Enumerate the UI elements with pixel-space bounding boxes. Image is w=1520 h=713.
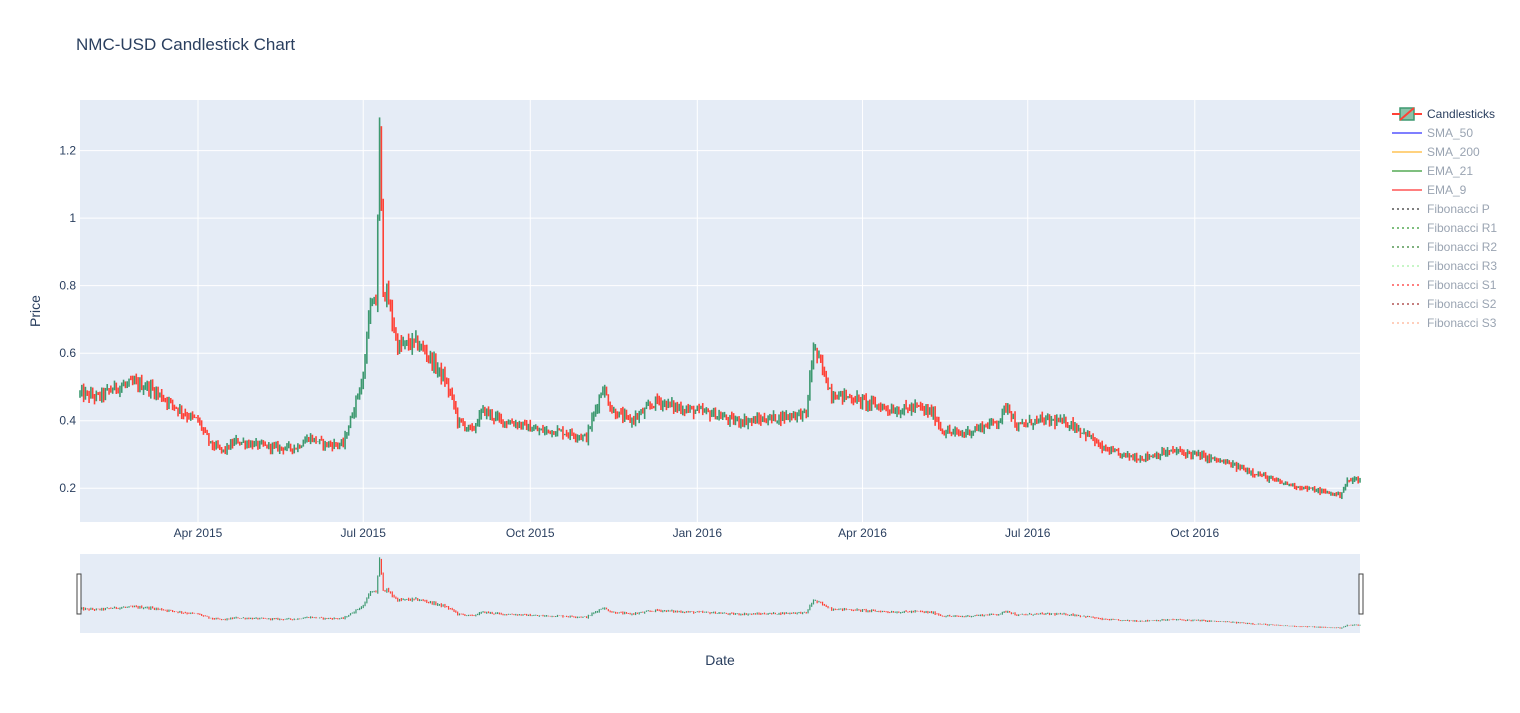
y-tick-label: 0.4: [59, 414, 76, 428]
range-slider-right-handle[interactable]: [1358, 573, 1364, 615]
legend-item[interactable]: SMA_200: [1392, 145, 1480, 159]
y-tick-label: 1: [69, 211, 76, 225]
x-tick-label: Oct 2016: [1170, 526, 1219, 540]
legend-item[interactable]: Fibonacci P: [1392, 202, 1490, 216]
x-tick-label: Apr 2016: [838, 526, 887, 540]
legend-item[interactable]: Fibonacci R2: [1392, 240, 1497, 254]
y-axis-ticks: 0.2 0.4 0.6 0.8 1 1.2: [59, 144, 76, 496]
legend-item[interactable]: Fibonacci S1: [1392, 278, 1497, 292]
x-tick-label: Jul 2015: [341, 526, 387, 540]
legend-label: Fibonacci S3: [1427, 316, 1497, 330]
legend-label: EMA_21: [1427, 164, 1473, 178]
legend-label: EMA_9: [1427, 183, 1467, 197]
plot-area[interactable]: [80, 100, 1360, 522]
legend-item[interactable]: EMA_21: [1392, 164, 1473, 178]
candlestick-series[interactable]: [79, 117, 1361, 500]
legend-item[interactable]: SMA_50: [1392, 126, 1473, 140]
legend-label: Fibonacci S2: [1427, 297, 1497, 311]
x-axis-ticks: Apr 2015 Jul 2015 Oct 2015 Jan 2016 Apr 2016…: [174, 526, 1220, 540]
y-tick-label: 1.2: [59, 144, 76, 158]
legend-item[interactable]: Fibonacci R1: [1392, 221, 1497, 235]
legend-item[interactable]: Fibonacci S2: [1392, 297, 1497, 311]
range-slider-left-handle[interactable]: [76, 573, 82, 615]
legend-item[interactable]: Fibonacci R3: [1392, 259, 1497, 273]
y-tick-label: 0.2: [59, 481, 76, 495]
legend-label: Fibonacci S1: [1427, 278, 1497, 292]
legend-item[interactable]: Fibonacci S3: [1392, 316, 1497, 330]
legend-label: Fibonacci P: [1427, 202, 1490, 216]
legend-label: Candlesticks: [1427, 107, 1495, 121]
legend: Candlesticks SMA_50 SMA_200 EMA_21 EMA_9 Fibo…: [1392, 107, 1497, 330]
legend-item[interactable]: EMA_9: [1392, 183, 1467, 197]
legend-label: Fibonacci R2: [1427, 240, 1497, 254]
legend-item[interactable]: Candlesticks: [1392, 107, 1495, 121]
legend-label: SMA_50: [1427, 126, 1473, 140]
y-axis-title: Price: [27, 295, 43, 327]
x-tick-label: Jul 2016: [1005, 526, 1051, 540]
x-tick-label: Oct 2015: [506, 526, 555, 540]
range-slider-series: [79, 557, 1361, 629]
x-tick-label: Apr 2015: [174, 526, 223, 540]
x-axis-title: Date: [705, 652, 735, 668]
candlestick-legend-swatch: [1392, 107, 1422, 121]
chart-title: NMC-USD Candlestick Chart: [76, 35, 295, 54]
range-slider[interactable]: [80, 554, 1360, 633]
legend-label: Fibonacci R1: [1427, 221, 1497, 235]
legend-label: Fibonacci R3: [1427, 259, 1497, 273]
x-tick-label: Jan 2016: [673, 526, 723, 540]
legend-label: SMA_200: [1427, 145, 1480, 159]
y-tick-label: 0.6: [59, 346, 76, 360]
y-tick-label: 0.8: [59, 279, 76, 293]
